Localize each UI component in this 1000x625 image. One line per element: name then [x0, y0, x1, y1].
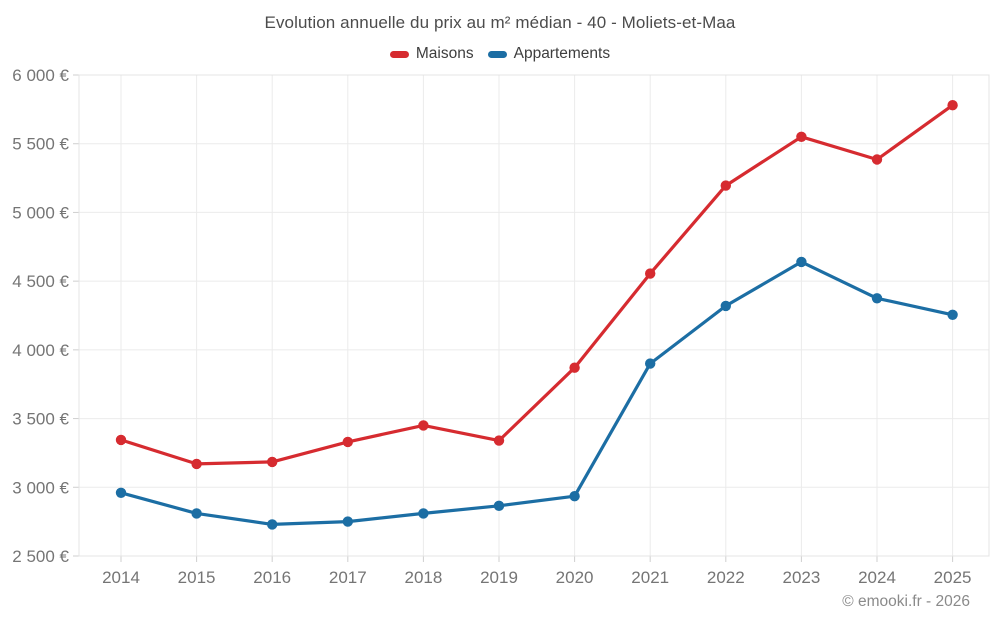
data-point-maisons-2022[interactable]	[720, 180, 731, 191]
plot-border	[78, 74, 990, 557]
series-line-appartements	[119, 260, 955, 527]
y-axis-label: 5 000 €	[12, 203, 69, 222]
data-point-appartements-2015[interactable]	[191, 508, 202, 519]
y-axis-label: 4 000 €	[12, 341, 69, 360]
data-point-maisons-2015[interactable]	[191, 458, 202, 470]
data-point-appartements-2022[interactable]	[720, 300, 731, 312]
y-axis-label: 3 000 €	[12, 478, 69, 497]
data-point-appartements-2023[interactable]	[796, 256, 807, 268]
x-axis-label: 2019	[480, 568, 518, 587]
data-point-maisons-2017[interactable]	[342, 436, 353, 448]
x-axis-label: 2018	[404, 568, 442, 587]
chart-title: Evolution annuelle du prix au m² médian …	[264, 13, 736, 32]
data-point-appartements-2019[interactable]	[493, 500, 505, 511]
series-line-maisons	[119, 103, 955, 466]
legend-label-appartements: Appartements	[513, 45, 611, 62]
x-axis-label: 2025	[934, 568, 972, 587]
chart-legend: Maisons Appartements	[0, 45, 1000, 63]
data-point-maisons-2020[interactable]	[569, 362, 580, 373]
data-point-appartements-2024[interactable]	[871, 293, 883, 304]
data-point-maisons-2016[interactable]	[267, 456, 278, 468]
data-point-appartements-2020[interactable]	[569, 491, 580, 502]
data-point-maisons-2021[interactable]	[645, 268, 656, 279]
data-point-maisons-2025[interactable]	[947, 100, 958, 111]
legend-item-appartements[interactable]: Appartements	[487, 45, 611, 63]
data-point-maisons-2019[interactable]	[493, 435, 505, 446]
data-point-maisons-2018[interactable]	[418, 420, 429, 431]
legend-swatch-maisons-icon	[389, 50, 409, 58]
data-point-maisons-2023[interactable]	[796, 131, 807, 142]
legend-swatch-appartements-icon	[487, 50, 507, 58]
watermark: © emooki.fr - 2026	[842, 593, 970, 610]
x-axis-label: 2020	[556, 568, 594, 587]
x-axis-label: 2022	[707, 568, 745, 587]
x-axis-label: 2016	[253, 568, 291, 587]
x-axis-label: 2021	[631, 568, 669, 587]
legend-label-maisons: Maisons	[415, 45, 474, 62]
x-axis-label: 2014	[102, 568, 140, 587]
y-axis-label: 5 500 €	[12, 135, 69, 154]
y-axis-label: 3 500 €	[12, 410, 69, 429]
data-point-appartements-2025[interactable]	[947, 309, 958, 320]
data-point-appartements-2016[interactable]	[267, 519, 278, 530]
y-axis-label: 4 500 €	[12, 272, 69, 291]
data-point-appartements-2014[interactable]	[115, 487, 127, 498]
y-axis-label: 2 500 €	[12, 547, 69, 566]
legend-item-maisons[interactable]: Maisons	[389, 45, 474, 63]
data-point-appartements-2021[interactable]	[645, 358, 656, 369]
data-point-appartements-2018[interactable]	[418, 508, 429, 519]
x-axis-label: 2024	[858, 568, 896, 587]
data-point-maisons-2024[interactable]	[871, 154, 883, 165]
x-axis-label: 2017	[329, 568, 367, 587]
data-point-maisons-2014[interactable]	[115, 434, 127, 446]
data-point-appartements-2017[interactable]	[342, 516, 353, 527]
x-axis-label: 2015	[178, 568, 216, 587]
y-axis-label: 6 000 €	[12, 66, 69, 85]
x-axis-label: 2023	[782, 568, 820, 587]
